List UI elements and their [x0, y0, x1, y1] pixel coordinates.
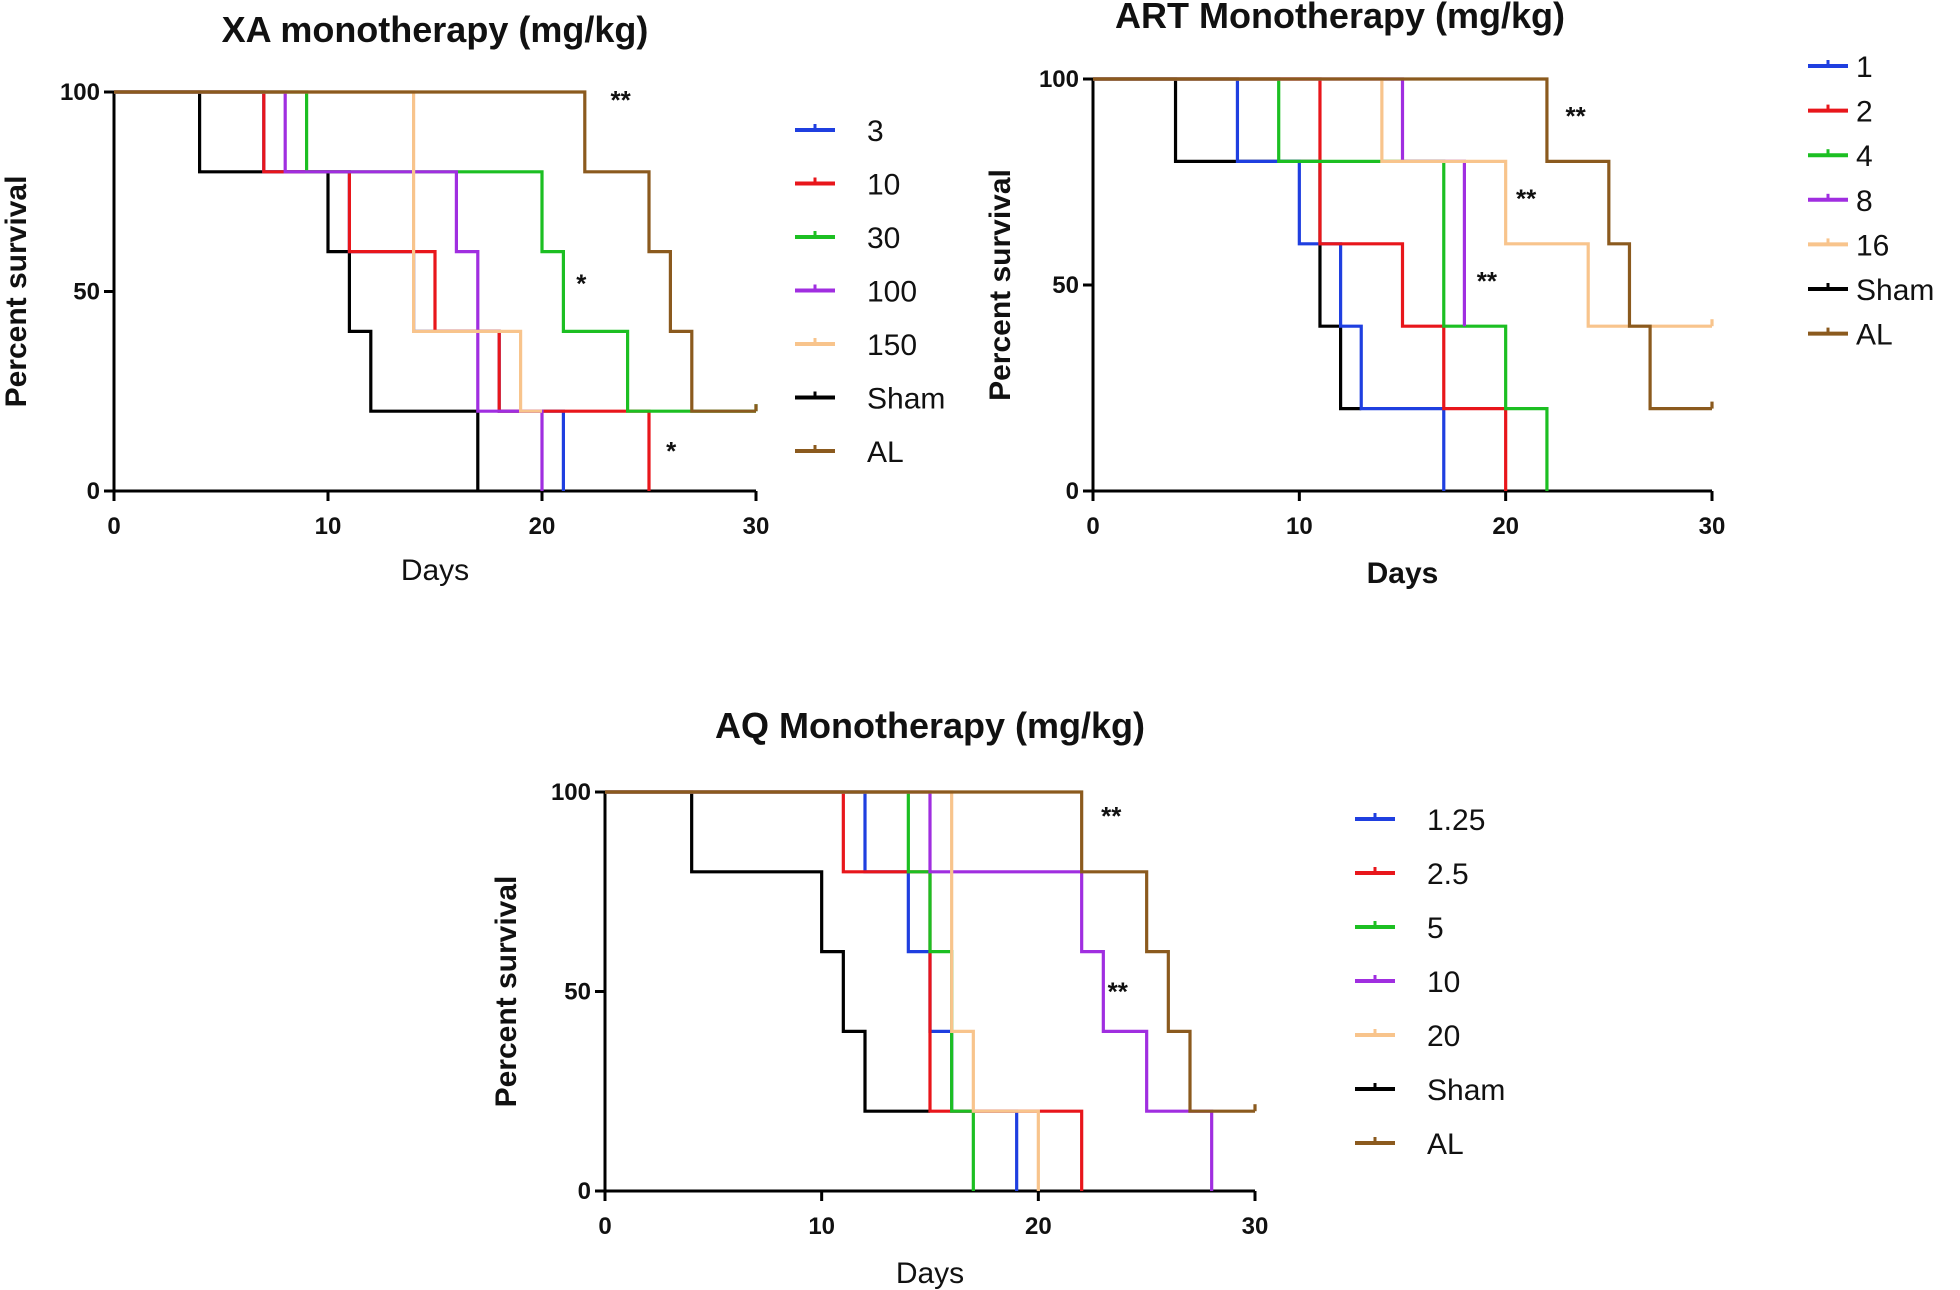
significance-marker: **	[1101, 801, 1122, 831]
legend-label: 8	[1856, 185, 1873, 218]
series-line-4	[1093, 77, 1549, 491]
y-axis-label: Percent survival	[0, 176, 33, 408]
x-tick-label: 0	[107, 513, 120, 540]
chart-panel-2: ART Monotherapy (mg/kg) 0 10 20 30 0 50 100 Days…	[984, 0, 1934, 590]
x-tick-label: 0	[1086, 513, 1099, 540]
y-tick-label: 0	[578, 1178, 591, 1205]
series-line-1-25	[605, 790, 1019, 1191]
legend: 3 10 30 100 150 Sham AL	[795, 115, 945, 469]
series-line-10	[605, 790, 1214, 1191]
y-tick-label: 0	[1066, 478, 1079, 505]
x-tick-label: 20	[1492, 513, 1519, 540]
x-tick-label: 10	[808, 1213, 835, 1240]
significance-marker: **	[1477, 266, 1498, 296]
legend-label: 1	[1856, 51, 1873, 84]
significance-marker: **	[610, 85, 631, 115]
y-tick-label: 50	[564, 979, 591, 1006]
x-tick-label: 20	[529, 513, 556, 540]
legend-label: 20	[1427, 1020, 1460, 1053]
legend-label: 5	[1427, 912, 1444, 945]
y-tick-label: 100	[551, 779, 591, 806]
legend-label: 2	[1856, 96, 1873, 129]
y-axis-label: Percent survival	[490, 876, 523, 1108]
x-axis-label: Days	[1367, 557, 1439, 590]
series-line-16	[1093, 77, 1712, 328]
legend-label: 10	[867, 169, 900, 202]
y-tick-label: 50	[73, 279, 100, 306]
series-line-5	[605, 790, 975, 1191]
legend-label: 3	[867, 115, 884, 148]
chart-title: ART Monotherapy (mg/kg)	[1115, 0, 1565, 36]
legend-label: 10	[1427, 966, 1460, 999]
legend-label: 150	[867, 329, 917, 362]
series-line-3	[114, 90, 565, 491]
significance-marker: *	[576, 269, 587, 299]
y-tick-label: 100	[60, 79, 100, 106]
legend-label: 1.25	[1427, 804, 1485, 837]
series-line-al	[1093, 77, 1712, 411]
x-tick-label: 30	[1242, 1213, 1269, 1240]
legend-label: Sham	[1427, 1074, 1505, 1107]
legend-label: 100	[867, 276, 917, 309]
significance-marker: **	[1108, 977, 1129, 1007]
chart-panel-3: AQ Monotherapy (mg/kg) 0 10 20 30 0 50 100 Days P…	[490, 705, 1505, 1290]
series-line-sham	[605, 790, 930, 1113]
x-tick-label: 0	[598, 1213, 611, 1240]
y-tick-label: 100	[1039, 66, 1079, 93]
legend-label: 2.5	[1427, 858, 1469, 891]
chart-panel-1: XA monotherapy (mg/kg) 0 10 20 30 0 50 100 Days P…	[0, 9, 945, 587]
legend-label: Sham	[1856, 274, 1934, 307]
x-tick-label: 30	[1699, 513, 1726, 540]
significance-marker: *	[666, 436, 677, 466]
x-axis-label: Days	[401, 554, 469, 587]
series-line-al	[114, 90, 756, 413]
legend-label: 16	[1856, 229, 1889, 262]
series-line-10	[114, 90, 651, 491]
legend: 1.25 2.5 5 10 20 Sham AL	[1355, 804, 1505, 1161]
x-axis-label: Days	[896, 1257, 964, 1290]
chart-title: XA monotherapy (mg/kg)	[222, 9, 649, 50]
chart-title: AQ Monotherapy (mg/kg)	[715, 705, 1145, 746]
y-tick-label: 0	[87, 478, 100, 505]
series-line-2	[1093, 77, 1508, 491]
legend-label: AL	[1427, 1128, 1464, 1161]
y-tick-label: 50	[1052, 272, 1079, 299]
series-line-al	[605, 790, 1255, 1113]
x-tick-label: 30	[743, 513, 770, 540]
legend-label: AL	[867, 436, 904, 469]
x-tick-label: 10	[1286, 513, 1313, 540]
legend-label: 4	[1856, 140, 1873, 173]
series-line-1	[1093, 77, 1446, 491]
legend-label: AL	[1856, 319, 1893, 352]
significance-marker: **	[1516, 183, 1537, 213]
series-line-sham	[114, 90, 480, 491]
y-axis-label: Percent survival	[984, 169, 1017, 401]
legend-label: Sham	[867, 383, 945, 416]
x-tick-label: 20	[1025, 1213, 1052, 1240]
legend: 1 2 4 8 16 Sham AL	[1808, 51, 1934, 352]
x-tick-label: 10	[315, 513, 342, 540]
significance-marker: **	[1566, 101, 1587, 131]
legend-label: 30	[867, 222, 900, 255]
series-line-30	[114, 90, 756, 413]
